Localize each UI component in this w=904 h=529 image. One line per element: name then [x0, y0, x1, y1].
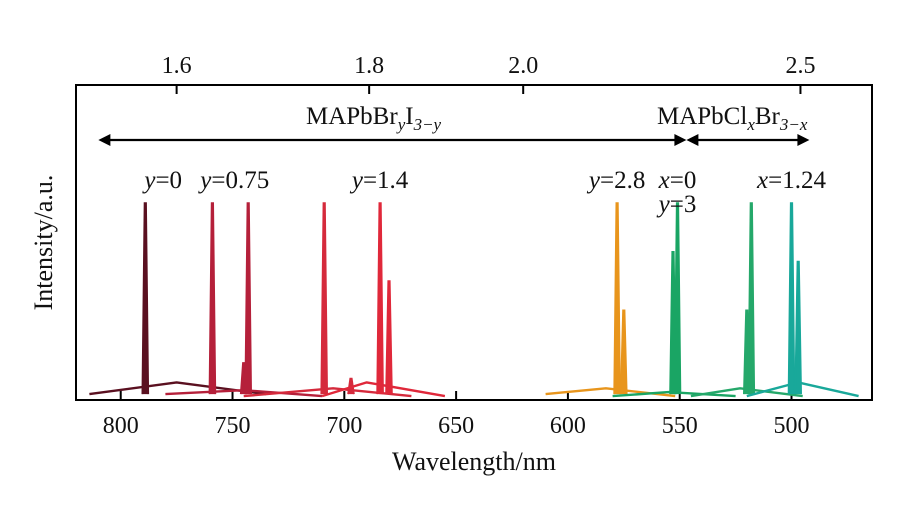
top-tick-label: 2.5 [785, 53, 815, 79]
y-axis-title: Intensity/a.u. [29, 175, 58, 311]
top-tick-label: 2.0 [508, 53, 538, 79]
range-left-mid: I [405, 103, 413, 130]
composition-var: y [656, 191, 671, 218]
bottom-wavelength-axis: 800 750 700 650 600 550 500 [103, 391, 810, 439]
composition-value: =3 [670, 191, 697, 218]
series-baseline [612, 390, 736, 398]
composition-label: x=0 [658, 167, 697, 194]
composition-var: x [658, 167, 670, 194]
x-tick-label: 650 [438, 413, 474, 439]
range-right-sub1: x [746, 115, 755, 134]
top-tick-label: 1.8 [354, 53, 384, 79]
series-baseline [321, 381, 446, 398]
series-baseline [690, 387, 803, 398]
top-tick-label: 1.6 [162, 53, 192, 79]
x-tick-label: 800 [103, 413, 139, 439]
series-peak [208, 202, 217, 395]
series-7 [690, 202, 803, 398]
x-tick-label: 500 [774, 413, 810, 439]
series-8 [746, 202, 859, 398]
range-right-mid: Br [755, 103, 781, 130]
series-peak [385, 280, 393, 395]
x-tick-label: 700 [326, 413, 362, 439]
series-layer [89, 202, 859, 398]
composition-label: y=2.8 [586, 167, 645, 194]
arrow-head-left [686, 134, 699, 146]
series-baseline [746, 381, 859, 398]
composition-range-arrows [98, 134, 810, 146]
composition-label: y=1.4 [349, 167, 409, 194]
x-tick-label: 750 [215, 413, 251, 439]
series-1 [89, 202, 267, 396]
composition-label: y=0.75 [197, 167, 269, 194]
composition-value: =0.75 [211, 167, 269, 194]
composition-label: y=0 [141, 167, 182, 194]
arrow-bromide-iodide-range [98, 134, 687, 146]
arrow-chloride-bromide-range [686, 134, 810, 146]
series-peak [620, 309, 628, 395]
composition-value: =1.24 [768, 167, 826, 194]
x-tick-label: 550 [662, 413, 698, 439]
series-4 [321, 202, 446, 398]
composition-var: y [197, 167, 212, 194]
composition-value: =0 [670, 167, 697, 194]
x-tick-label: 600 [550, 413, 586, 439]
composition-labels: y=0 y=0.75 y=1.4 y=2.8 x=0y=3x=1.24 [141, 167, 826, 218]
arrow-head-right [797, 134, 810, 146]
composition-var: y [586, 167, 601, 194]
series-peak [244, 202, 252, 395]
series-peak [794, 260, 802, 395]
range-left-base: MAPbBr [306, 103, 398, 130]
range-title-bromide-iodide: MAPbBryI3−y [306, 103, 442, 134]
composition-label: y=3 [656, 191, 697, 218]
series-peak [669, 251, 677, 395]
series-peak [787, 202, 796, 395]
series-peak [743, 309, 751, 395]
series-5 [545, 202, 676, 398]
series-peak [320, 202, 328, 395]
composition-value: =0 [155, 167, 182, 194]
range-right-base: MAPbCl [657, 103, 747, 130]
composition-value: =2.8 [600, 167, 645, 194]
series-peak [141, 202, 150, 395]
range-right-sub2: 3−x [779, 115, 808, 134]
range-left-sub2: 3−y [413, 115, 442, 134]
plot-frame [75, 84, 873, 401]
series-peak [613, 202, 621, 395]
series-peak [376, 202, 384, 395]
x-axis-title: Wavelength/nm [392, 447, 556, 476]
arrow-head-right [674, 134, 687, 146]
composition-var: y [141, 167, 156, 194]
top-energy-axis: 1.6 1.8 2.0 2.5 [162, 53, 815, 94]
series-6 [612, 202, 736, 398]
range-left-sub1: y [396, 115, 406, 134]
arrow-head-left [98, 134, 111, 146]
series-2 [165, 202, 323, 398]
composition-value: =1.4 [363, 167, 409, 194]
composition-var: x [756, 167, 768, 194]
series-peak [747, 202, 756, 395]
composition-var: y [349, 167, 364, 194]
range-title-chloride-bromide: MAPbClxBr3−x [657, 103, 808, 134]
composition-label: x=1.24 [756, 167, 826, 194]
